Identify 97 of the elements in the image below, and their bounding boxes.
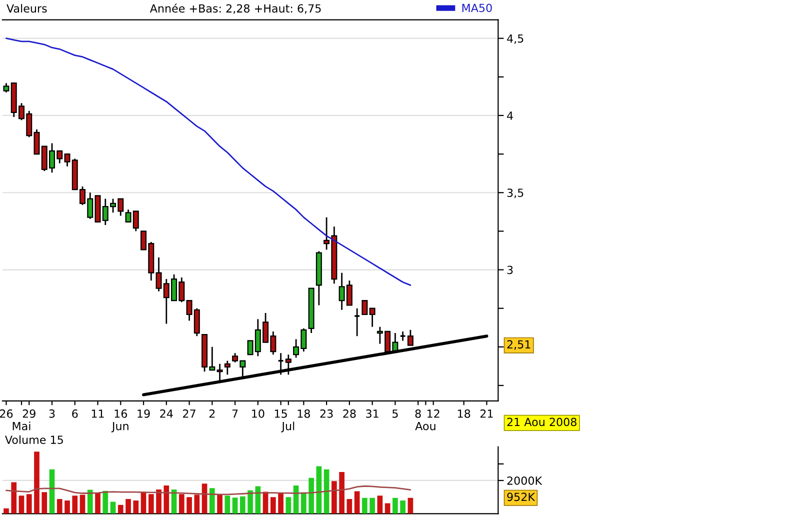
x-tick-label: 29	[22, 409, 36, 418]
x-tick-label: 16 Jun	[111, 409, 128, 432]
x-tick-label: 11	[92, 410, 104, 418]
bar	[308, 478, 314, 514]
bar	[224, 496, 230, 514]
bar	[202, 484, 208, 514]
x-tick-label: 10	[252, 409, 264, 418]
x-tick-label: 8	[415, 409, 421, 418]
x-tick-label: 19	[138, 409, 150, 418]
bar	[301, 492, 306, 514]
x-tick-label: Jul	[281, 422, 294, 432]
bar	[186, 497, 192, 514]
text: 952K	[507, 492, 536, 502]
x-tick-label: 24	[160, 409, 173, 418]
bar	[80, 494, 86, 514]
bar	[354, 491, 360, 514]
candlestick	[354, 308, 360, 337]
bar	[408, 498, 414, 514]
bar	[102, 490, 108, 514]
bar	[217, 494, 222, 514]
x-tick-label: 3	[49, 409, 55, 418]
bar	[64, 500, 70, 514]
bar	[324, 469, 330, 514]
bar	[384, 503, 390, 514]
chart-title: Volume 15	[4, 435, 63, 444]
bar	[56, 499, 62, 514]
bar	[34, 452, 40, 514]
bar	[18, 496, 24, 514]
bar	[332, 481, 337, 514]
bar	[248, 490, 253, 514]
bar	[194, 494, 200, 514]
bar	[126, 499, 131, 514]
chart-title: Valeurs	[6, 4, 47, 13]
y-tick-label: 4,5	[507, 34, 524, 44]
bar	[110, 502, 116, 514]
candlestick	[224, 360, 230, 376]
x-tick-label: 28	[343, 409, 356, 418]
x-tick-label: 21	[480, 409, 493, 418]
bar	[178, 494, 184, 514]
bar	[133, 500, 139, 514]
y-tick-label: 3	[507, 266, 513, 274]
bar	[392, 498, 398, 514]
x-tick-label: 18	[458, 409, 470, 418]
text: 21 Aou 2008	[507, 418, 576, 426]
bar	[118, 504, 124, 514]
x-tick-label: 15	[274, 410, 287, 418]
bar	[339, 472, 344, 514]
x-tick-label: 26	[0, 409, 13, 418]
bar	[278, 493, 284, 514]
candlestick	[400, 330, 406, 342]
bar	[316, 466, 322, 514]
bar	[26, 494, 32, 514]
x-tick-label: 12	[427, 409, 440, 418]
bar	[148, 494, 154, 514]
bar	[72, 496, 78, 514]
candlestick	[216, 363, 223, 382]
y-tick-label: 4	[507, 112, 513, 120]
bar	[87, 490, 93, 514]
candlestick	[34, 128, 40, 155]
x-tick-label: Mai	[12, 422, 30, 430]
x-tick-label: 2	[209, 409, 215, 418]
bar	[346, 499, 352, 514]
bar	[4, 508, 9, 514]
x-tick-label: 5	[392, 410, 398, 418]
bar	[232, 498, 238, 514]
bar	[49, 469, 55, 514]
bar	[156, 489, 162, 514]
x-tick-label: 23	[320, 409, 333, 418]
candlestick	[362, 300, 368, 316]
bar	[255, 486, 261, 514]
legend-label: MA50	[462, 4, 492, 12]
chart-subtitle: Année +Bas: 2,28 +Haut: 6,75	[150, 4, 321, 14]
bar	[400, 500, 406, 514]
x-tick-label: 27	[183, 409, 196, 418]
candlestick	[3, 82, 10, 94]
bar	[42, 492, 48, 514]
y-tick-label: 3,5	[507, 188, 524, 198]
bar	[95, 492, 100, 514]
candlestick	[369, 308, 376, 328]
bar	[11, 482, 17, 514]
bar	[362, 498, 368, 514]
x-tick-label: 18	[298, 409, 310, 418]
bar	[164, 485, 170, 514]
bar	[370, 498, 375, 514]
y-tick-label: 2000K	[507, 476, 542, 485]
bar	[209, 488, 215, 514]
x-tick-label: 6	[72, 409, 78, 418]
x-tick-label: 7	[232, 410, 238, 418]
candlestick	[285, 354, 292, 376]
bar	[240, 496, 246, 514]
text: 2,51	[507, 340, 530, 350]
x-tick-label: 31	[366, 409, 378, 418]
bar	[270, 497, 276, 514]
bar	[377, 496, 383, 514]
line-series	[6, 38, 412, 286]
x-tick-label: Aou	[415, 422, 436, 430]
bar	[286, 497, 292, 514]
